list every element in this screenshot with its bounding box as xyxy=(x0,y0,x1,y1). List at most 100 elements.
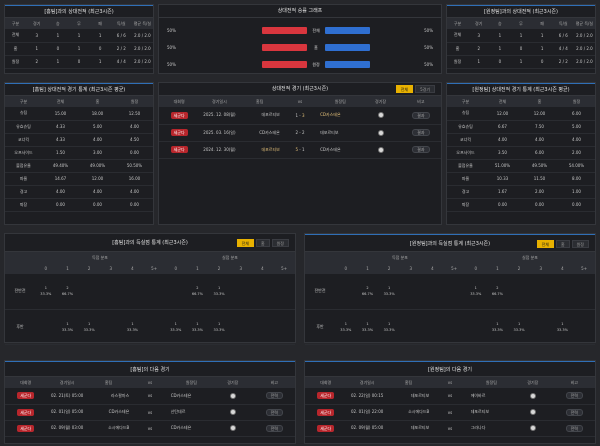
distribution-row: 후반 1 33.3% 1 33.3% 1 33.3% 1 33.3% 1 33.3% 1 3… xyxy=(5,309,295,344)
table-cell: 4.00 xyxy=(572,137,581,142)
distribution-cell xyxy=(400,274,422,309)
distribution-cell: 1 33.3% xyxy=(61,321,74,332)
table-row: 오프사이드 1.50 3.00 0.00 xyxy=(5,146,153,159)
conceded-group-header: 실점 분포 xyxy=(464,252,595,263)
home-team: CD카스테욘 xyxy=(108,409,130,414)
score-cell: 2 - 2 xyxy=(280,124,320,141)
tab-5-games[interactable]: 5경기 xyxy=(415,85,435,93)
table-row: 퇴장 0.00 0.00 0.00 xyxy=(447,198,595,211)
match-row: 세군다 02. 01(일) 05:00 CD카스테욘 vs 산탄데르 전력 xyxy=(5,404,295,420)
goal-count-header: 2 xyxy=(378,263,400,274)
tab-2[interactable]: 원정 xyxy=(571,240,589,248)
table-cell: 0.00 xyxy=(130,202,139,207)
tab-2[interactable]: 원정 xyxy=(271,239,289,247)
distribution-cell xyxy=(35,309,57,344)
note-button[interactable]: 전력 xyxy=(265,408,283,416)
distribution-cell xyxy=(443,274,465,309)
table-cell: 1 xyxy=(77,32,81,38)
note-cell: 전력 xyxy=(554,388,595,404)
home-next-matches-panel: [홈팀]의 다음 경기 대회명 경기일시 홈팀 vs 원정팀 경기장 비고 세군다 02. 21… xyxy=(4,360,296,444)
home-h2h-panel: [홈팀]과의 상대전적 (최근3시즌) 구분 경기 승 무 패 득/실 평균 득/실 전체 3 1… xyxy=(4,4,154,74)
tab-1[interactable]: 홈 xyxy=(255,239,270,247)
table-cell: 퇴장 xyxy=(461,201,470,207)
distribution-cell xyxy=(552,274,574,309)
tab-1[interactable]: 홈 xyxy=(555,240,570,248)
away-score: 2 xyxy=(301,130,305,135)
table-row: 슈팅 12.00 12.00 6.00 xyxy=(447,107,595,120)
league-badge: 세군다 xyxy=(317,392,335,400)
stadium-cell xyxy=(360,107,400,124)
h2h-matches-panel: 상대전적 경기 (최근3시즌) 전체 5경기 대회명 경기일시 홈팀 vs 원정팀 경기장 비… xyxy=(158,82,442,225)
column-header: 원정 xyxy=(558,96,595,107)
table-cell: 0.00 xyxy=(498,202,507,207)
note-button[interactable]: 전력 xyxy=(565,424,583,432)
table-row: 파울 14.67 12.00 16.00 xyxy=(5,172,153,185)
table-cell: 1 xyxy=(519,32,523,38)
table-cell: 1 xyxy=(77,46,81,51)
table-row: 경고 4.00 4.00 4.00 xyxy=(5,185,153,198)
match-date: 02. 01(일) 05:00 xyxy=(50,409,84,414)
goal-count-header: 0 xyxy=(335,263,357,274)
note-button[interactable]: 전력 xyxy=(565,408,583,416)
note-button[interactable]: 전력 xyxy=(265,392,283,400)
column-header: 승 xyxy=(489,18,511,29)
tab-0[interactable]: 전체 xyxy=(236,239,254,247)
table-cell: 4.00 xyxy=(498,137,507,142)
table-cell: 6 / 6 xyxy=(558,32,568,38)
table-cell: 1 xyxy=(98,59,102,64)
column-header: 평균 득/실 xyxy=(573,18,595,29)
column-header: 득/실 xyxy=(552,18,574,29)
winrate-label: 전체 xyxy=(312,27,320,33)
away-score: 3 xyxy=(301,112,305,118)
away-stats-panel: [원정팀] 상대전적 경기 통계 (최근3시즌 평균) 구분 전체 홈 원정 슈팅 12.… xyxy=(446,82,596,225)
table-row: 유효슈팅 6.67 7.50 5.00 xyxy=(447,120,595,133)
table-cell: 1 xyxy=(98,32,102,38)
away-team: CD카스테욘 xyxy=(170,392,192,398)
tab-all[interactable]: 전체 xyxy=(395,85,414,93)
home-winrate-bar xyxy=(262,61,307,68)
table-cell: 1 xyxy=(56,59,60,64)
home-percent: 50% xyxy=(167,45,176,50)
column-header: 비고 xyxy=(553,377,595,388)
table-cell: 4.00 xyxy=(130,189,139,194)
note-button[interactable]: 결과 xyxy=(412,111,430,119)
goal-count-header: 0 xyxy=(464,263,487,274)
note-button[interactable]: 결과 xyxy=(412,146,430,153)
league-badge: 세군다 xyxy=(170,146,188,153)
away-percent: 50% xyxy=(424,45,433,50)
table-cell: 0.00 xyxy=(572,202,581,207)
note-cell: 결과 xyxy=(401,107,441,124)
goal-count-header: 3 xyxy=(399,263,422,274)
soccer-ball-icon xyxy=(377,146,384,153)
tab-0[interactable]: 전체 xyxy=(536,240,554,248)
distribution-cell: 1 33.3% xyxy=(361,321,374,332)
score-cell: vs xyxy=(429,388,470,404)
table-cell: 볼점유율 xyxy=(16,162,31,168)
column-header: 구분 xyxy=(447,96,484,107)
home-team: 소시에다드B xyxy=(108,425,130,430)
table-cell: 오프사이드 xyxy=(456,149,475,155)
column-header: 대회명 xyxy=(159,96,200,107)
distribution-cell xyxy=(443,309,465,344)
note-button[interactable]: 전력 xyxy=(265,424,283,432)
away-team: 데포르티보 xyxy=(470,409,490,414)
table-cell: 전체 xyxy=(453,32,462,38)
home-bar-track xyxy=(237,44,307,51)
goal-distribution-table: 득점 분포 실점 분포 0 1 2 3 4 5+ 0 1 2 3 4 5+ 전반전 2 66.7% 1 33.3… xyxy=(305,252,595,345)
distribution-cell: 1 33.3% xyxy=(383,321,395,332)
distribution-cell: 1 33.3% xyxy=(383,286,395,297)
home-score: 1 xyxy=(295,112,298,118)
note-button[interactable]: 전력 xyxy=(565,392,583,400)
table-row: 전체 3 1 1 1 6 / 6 2.0 / 2.0 xyxy=(5,29,153,42)
panel-title: [홈팀]과의 득실점 통계 (최근3시즌) 전체 홈 원정 xyxy=(5,234,295,252)
goal-count-header: 1 xyxy=(486,263,509,274)
goal-count-header: 5+ xyxy=(443,263,465,274)
table-cell: 오프사이드 xyxy=(14,149,33,155)
table-cell: 파울 xyxy=(19,175,28,181)
table-cell: 4.33 xyxy=(56,137,65,142)
match-row: 세군다 02. 01(일) 22:00 소시에다드B vs 데포르티보 전력 xyxy=(305,404,595,420)
away-team: CD카스테욘 xyxy=(320,112,341,118)
home-goal-dist-panel: [홈팀]과의 득실점 통계 (최근3시즌) 전체 홈 원정 득점 분포 실점 분포 0 1… xyxy=(4,233,296,344)
note-button[interactable]: 결과 xyxy=(412,129,430,136)
distribution-cell xyxy=(573,274,595,309)
